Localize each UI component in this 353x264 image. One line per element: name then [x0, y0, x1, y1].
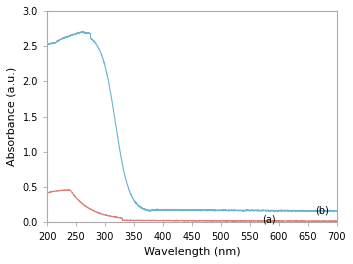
- Text: (a): (a): [263, 215, 276, 225]
- X-axis label: Wavelength (nm): Wavelength (nm): [144, 247, 240, 257]
- Text: (b): (b): [315, 205, 329, 215]
- Y-axis label: Absorbance (a.u.): Absorbance (a.u.): [7, 67, 17, 166]
